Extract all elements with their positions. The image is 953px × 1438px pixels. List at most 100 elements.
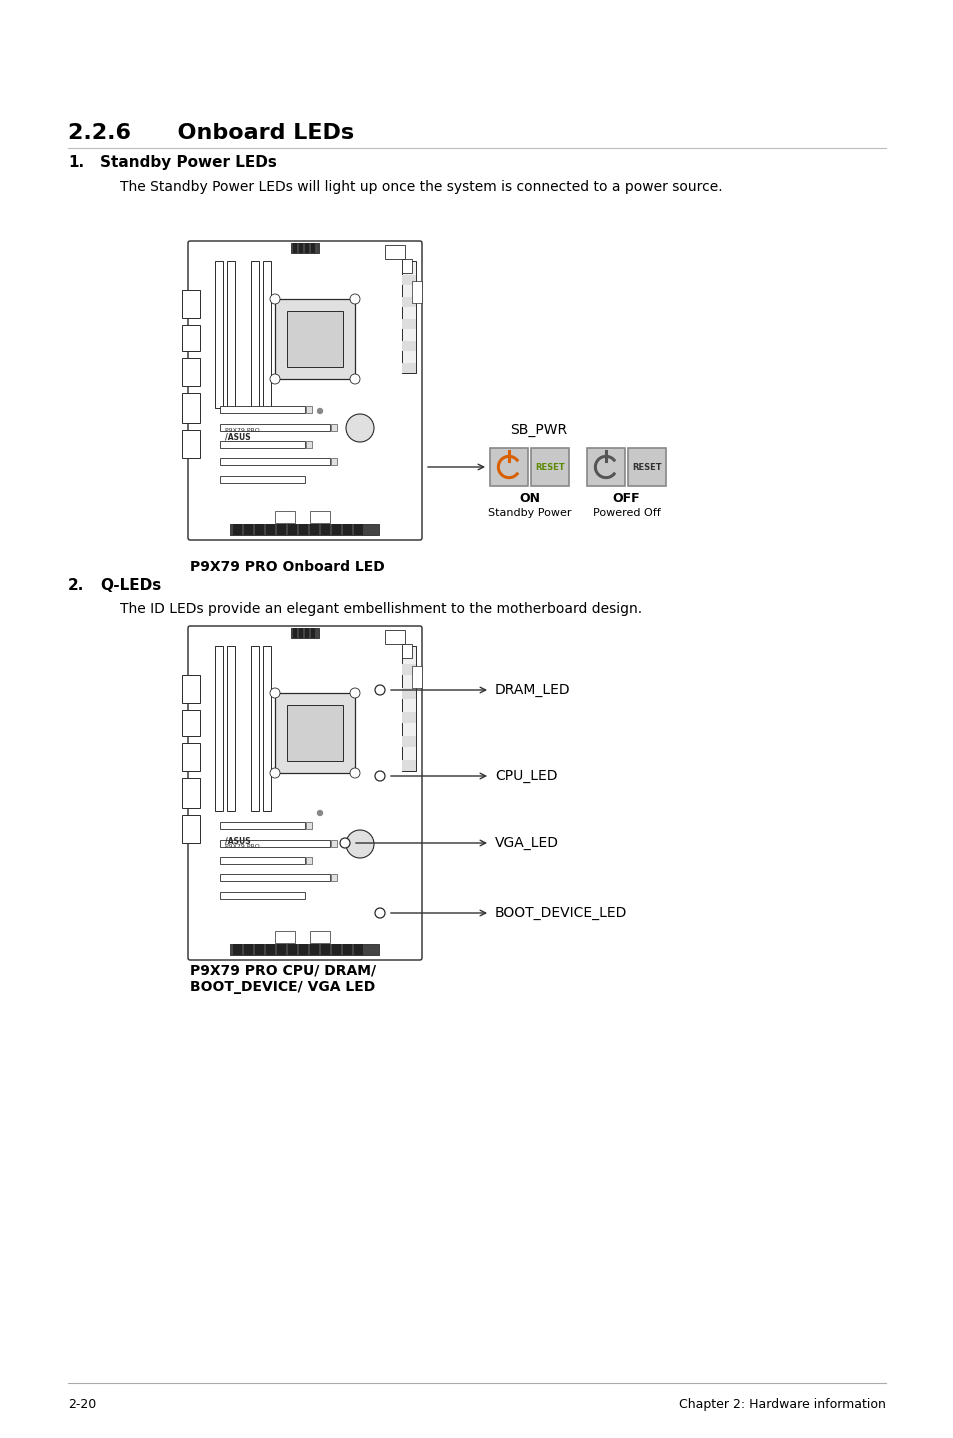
Bar <box>230 523 378 535</box>
Bar <box>343 523 352 535</box>
Bar <box>263 646 271 811</box>
Circle shape <box>270 687 280 697</box>
Text: SB_PWR: SB_PWR <box>510 423 566 437</box>
Bar <box>251 262 258 408</box>
Text: Chapter 2: Hardware information: Chapter 2: Hardware information <box>679 1398 885 1411</box>
Circle shape <box>350 687 359 697</box>
Bar <box>311 628 314 638</box>
Bar <box>401 341 416 351</box>
Bar <box>227 646 234 811</box>
Bar <box>412 666 421 687</box>
Bar <box>182 710 200 736</box>
Bar <box>310 943 318 955</box>
Bar <box>287 311 343 367</box>
Bar <box>220 406 305 413</box>
Bar <box>274 510 294 523</box>
Text: DRAM_LED: DRAM_LED <box>495 683 570 697</box>
Bar <box>287 705 343 761</box>
Bar <box>182 358 200 385</box>
Circle shape <box>339 838 350 848</box>
Text: 2-20: 2-20 <box>68 1398 96 1411</box>
Bar <box>490 449 527 486</box>
Text: The ID LEDs provide an elegant embellishment to the motherboard design.: The ID LEDs provide an elegant embellish… <box>120 603 641 615</box>
Bar <box>220 457 330 464</box>
Circle shape <box>375 771 385 781</box>
Bar <box>276 523 286 535</box>
Text: Q-LEDs: Q-LEDs <box>100 578 161 592</box>
Bar <box>305 628 309 638</box>
Circle shape <box>270 374 280 384</box>
Bar <box>354 523 363 535</box>
Bar <box>298 943 308 955</box>
Bar <box>220 857 305 864</box>
Bar <box>320 943 330 955</box>
Text: P9X79 PRO Onboard LED: P9X79 PRO Onboard LED <box>190 559 384 574</box>
Bar <box>288 523 296 535</box>
Text: ON: ON <box>518 492 539 505</box>
Bar <box>331 840 336 847</box>
Bar <box>214 262 223 408</box>
Bar <box>291 628 318 638</box>
Bar <box>401 298 416 306</box>
Bar <box>401 664 416 674</box>
Bar <box>401 644 412 659</box>
Bar <box>220 424 330 431</box>
Bar <box>401 761 416 771</box>
Bar <box>310 523 318 535</box>
Circle shape <box>350 374 359 384</box>
Circle shape <box>375 907 385 917</box>
Bar <box>220 823 305 828</box>
Text: /ASUS: /ASUS <box>225 835 251 846</box>
Text: 1.: 1. <box>68 155 84 170</box>
Bar <box>385 630 405 644</box>
Bar <box>293 628 296 638</box>
Bar <box>401 712 416 723</box>
Bar <box>332 943 340 955</box>
Text: 2.: 2. <box>68 578 84 592</box>
Text: BOOT_DEVICE/ VGA LED: BOOT_DEVICE/ VGA LED <box>190 981 375 994</box>
Bar <box>263 262 271 408</box>
Bar <box>182 778 200 808</box>
Bar <box>385 244 405 259</box>
Bar <box>182 393 200 423</box>
Bar <box>254 943 264 955</box>
Text: /ASUS: /ASUS <box>225 433 251 441</box>
Bar <box>627 449 665 486</box>
Bar <box>230 943 378 955</box>
Bar <box>298 628 303 638</box>
Bar <box>531 449 568 486</box>
Bar <box>276 943 286 955</box>
Bar <box>306 823 312 828</box>
Bar <box>182 290 200 318</box>
Bar <box>233 523 242 535</box>
Bar <box>182 430 200 457</box>
Bar <box>401 319 416 329</box>
Bar <box>254 523 264 535</box>
Text: P9X79 PRO: P9X79 PRO <box>225 844 259 848</box>
Bar <box>320 523 330 535</box>
Text: 2.2.6      Onboard LEDs: 2.2.6 Onboard LEDs <box>68 124 354 142</box>
Bar <box>306 441 312 449</box>
Circle shape <box>346 414 374 441</box>
Text: The Standby Power LEDs will light up once the system is connected to a power sou: The Standby Power LEDs will light up onc… <box>120 180 721 194</box>
Text: CPU_LED: CPU_LED <box>495 769 557 784</box>
Bar <box>401 736 416 746</box>
Bar <box>306 857 312 864</box>
Bar <box>220 892 305 899</box>
Circle shape <box>375 684 385 695</box>
Circle shape <box>350 768 359 778</box>
Bar <box>227 262 234 408</box>
Bar <box>182 674 200 703</box>
Circle shape <box>317 811 322 815</box>
FancyBboxPatch shape <box>188 242 421 541</box>
Bar <box>288 943 296 955</box>
Bar <box>274 930 294 943</box>
Bar <box>401 275 416 285</box>
Bar <box>244 523 253 535</box>
Text: VGA_LED: VGA_LED <box>495 835 558 850</box>
Bar <box>293 243 296 253</box>
Text: RESET: RESET <box>535 463 564 472</box>
Text: Powered Off: Powered Off <box>592 508 659 518</box>
Text: Standby Power: Standby Power <box>487 508 571 518</box>
Bar <box>331 424 336 431</box>
